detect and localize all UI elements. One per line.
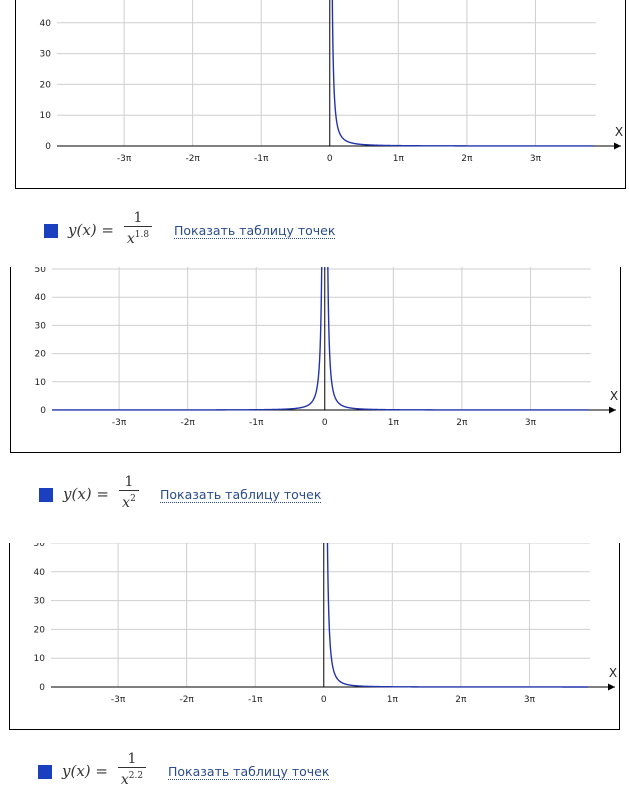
x-tick-label: 0 <box>327 154 333 164</box>
show-points-table-link[interactable]: Показать таблицу точек <box>160 487 322 503</box>
y-tick-label: 20 <box>40 80 52 90</box>
x-axis-arrow <box>614 142 621 150</box>
x-tick-label: 2π <box>456 418 468 428</box>
formula-base: x <box>126 231 135 247</box>
x-tick-label: 2π <box>455 695 467 705</box>
legend-3: y(x) = 1 x2.2 Показать таблицу точек <box>38 751 438 788</box>
formula-numerator: 1 <box>133 210 143 226</box>
x-tick-label: -3π <box>111 695 126 705</box>
x-tick-label: -1π <box>254 154 269 164</box>
x-axis-label: X <box>610 389 618 403</box>
legend-2: y(x) = 1 x2 Показать таблицу точек <box>39 474 439 511</box>
chart-svg: 0 10 20 30 40 50 -3π -2π -1π 0 1π 2π 3π X <box>35 267 618 428</box>
formula-base: x <box>122 495 131 511</box>
series-color-swatch <box>39 488 53 502</box>
fraction-bar <box>118 767 146 768</box>
x-tick-label: -3π <box>117 154 132 164</box>
x-tick-label: -1π <box>248 695 263 705</box>
formula-fraction: 1 x2 <box>119 474 139 512</box>
formula-fraction: 1 x1.8 <box>124 210 152 248</box>
x-tick-label: 1π <box>387 695 399 705</box>
y-tick-label: 10 <box>40 111 52 121</box>
x-tick-label: 2π <box>461 154 473 164</box>
formula-lhs: y(x) = <box>68 221 114 239</box>
y-tick-label: 40 <box>40 19 52 29</box>
formula-numerator: 1 <box>127 751 137 767</box>
y-tick-label: 30 <box>35 321 47 331</box>
x-tick-label: -1π <box>249 418 264 428</box>
chart-svg: 0 10 20 30 40 50 -3π -2π -1π 0 1π 2π 3π X <box>34 543 617 705</box>
y-tick-label: 40 <box>34 568 46 578</box>
series-line-positive <box>331 0 594 147</box>
y-tick-label: 40 <box>35 293 47 303</box>
x-tick-label: 0 <box>321 695 327 705</box>
x-tick-label: 1π <box>388 418 400 428</box>
chart-panel-2: 0 10 20 30 40 50 -3π -2π -1π 0 1π 2π 3π X <box>10 267 621 453</box>
x-tick-label: 3π <box>530 154 542 164</box>
formula-numerator: 1 <box>124 474 134 490</box>
formula-base: x <box>120 772 129 788</box>
y-tick-label: 20 <box>34 625 46 635</box>
formula-fraction: 1 x2.2 <box>118 751 146 789</box>
formula-denominator: x2 <box>119 491 139 512</box>
series-color-swatch <box>38 765 52 779</box>
x-tick-label: 3π <box>524 695 536 705</box>
y-tick-label: 30 <box>34 597 46 607</box>
x-tick-label: -3π <box>112 418 127 428</box>
series-line-positive <box>327 267 589 411</box>
fraction-bar <box>124 226 152 227</box>
show-points-table-link[interactable]: Показать таблицу точек <box>174 223 336 239</box>
x-axis-label: X <box>609 666 617 680</box>
x-tick-label: 3π <box>525 418 537 428</box>
formula-power: 1.8 <box>134 230 150 240</box>
y-tick-label: 0 <box>39 683 45 693</box>
x-tick-label: -2π <box>185 154 200 164</box>
show-points-table-link[interactable]: Показать таблицу точек <box>168 764 330 780</box>
series-line-positive <box>326 543 588 688</box>
y-tick-label: 50 <box>34 543 46 549</box>
x-axis-label: X <box>615 125 623 139</box>
y-tick-label: 10 <box>34 654 46 664</box>
formula-denominator: x1.8 <box>124 227 152 248</box>
y-tick-label: 0 <box>40 406 46 416</box>
series-line-negative <box>52 267 323 411</box>
formula-lhs: y(x) = <box>63 485 109 503</box>
series-color-swatch <box>44 224 58 238</box>
formula-power: 2.2 <box>128 771 144 781</box>
y-tick-label: 50 <box>35 267 47 275</box>
chart-panel-3: 0 10 20 30 40 50 -3π -2π -1π 0 1π 2π 3π X <box>9 543 620 730</box>
x-tick-label: -2π <box>180 418 195 428</box>
x-axis-arrow <box>608 683 615 691</box>
x-tick-label: -2π <box>179 695 194 705</box>
y-tick-label: 10 <box>35 378 47 388</box>
y-tick-label: 20 <box>35 350 47 360</box>
formula-lhs: y(x) = <box>62 762 108 780</box>
y-tick-label: 30 <box>40 50 52 60</box>
x-tick-label: 0 <box>322 418 328 428</box>
fraction-bar <box>119 490 139 491</box>
y-tick-label: 0 <box>45 142 51 152</box>
formula-power: 2 <box>130 494 136 504</box>
formula-denominator: x2.2 <box>118 768 146 789</box>
legend-1: y(x) = 1 x1.8 Показать таблицу точек <box>44 210 444 247</box>
x-axis-arrow <box>609 406 616 414</box>
x-tick-label: 1π <box>393 154 405 164</box>
